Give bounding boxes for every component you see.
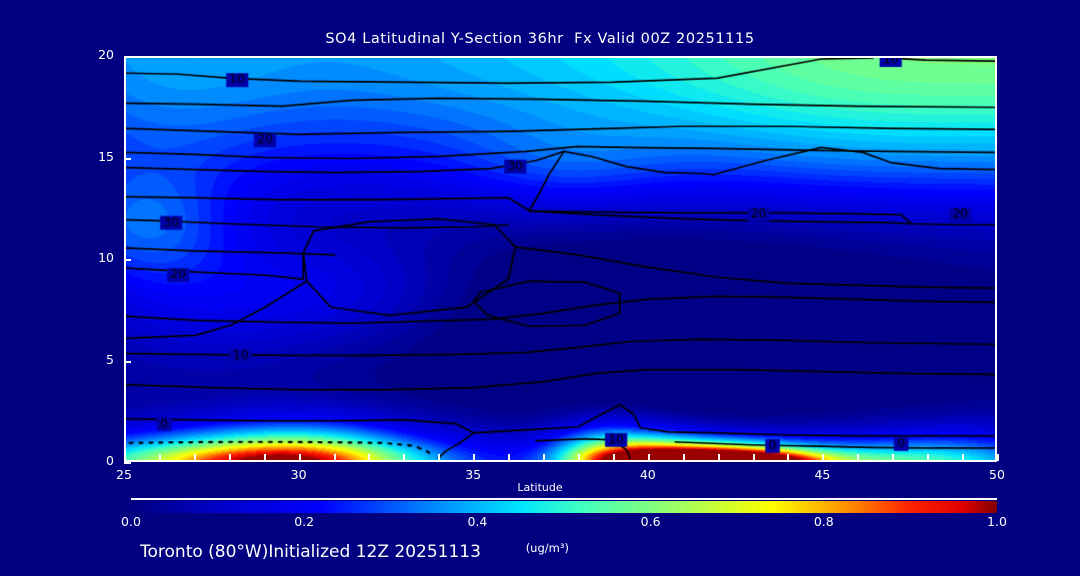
x-axis-label: Latitude [517,481,563,494]
colorbar-tick-label: 0.4 [467,514,488,529]
y-axis-tick-label: 0 [106,453,114,468]
x-axis-minor-tick [717,454,720,461]
y-axis-tick-label: 10 [98,250,114,265]
x-axis-minor-tick [577,454,580,461]
x-axis-minor-tick [438,454,441,461]
x-axis-minor-tick [333,454,336,461]
cross-section-canvas [126,58,995,460]
colorbar-tick-label: 0.6 [640,514,661,529]
x-axis-minor-tick [647,454,650,461]
x-axis-minor-tick [298,454,301,461]
x-axis-minor-tick [892,454,895,461]
x-axis-minor-tick [857,454,860,461]
x-axis-tick-label: 30 [290,467,307,482]
x-axis-minor-tick [508,454,511,461]
x-axis-minor-tick [927,454,930,461]
y-axis-tick-mark [124,462,131,464]
colorbar-top-rule [131,498,997,500]
colorbar-tick-label: 0.8 [813,514,834,529]
colorbar-unit-text: (ug/m³) [525,541,569,555]
x-axis-minor-tick [473,454,476,461]
y-axis-label: Altitude (km) [0,106,1,188]
x-axis-minor-tick [158,454,161,461]
x-axis-minor-tick [228,454,231,461]
colorbar[interactable] [131,501,997,513]
x-axis-minor-tick [752,454,755,461]
x-axis-minor-tick [368,454,371,461]
colorbar-tick-label: 1.0 [987,514,1007,529]
x-axis-minor-tick [997,454,999,461]
y-axis-tick-label: 15 [98,148,114,164]
x-axis-minor-tick [193,454,196,461]
figure-caption: Toronto (80°W)Initialized 12Z 20251113 [140,542,481,562]
y-axis-tick-mark [124,360,131,363]
colorbar-unit-label: (ug/m³) [0,527,1080,569]
x-axis-minor-tick [403,454,406,461]
x-axis-tick-label: 25 [116,467,132,482]
contour-fill-canvas-wrap [126,58,995,460]
colorbar-tick-label: 0.0 [121,514,141,529]
x-axis-minor-tick [822,454,825,461]
x-axis-minor-tick [543,454,546,461]
y-axis-tick-mark [124,157,131,160]
colorbar-tick-label: 0.2 [294,514,315,529]
chart-title: SO4 Latitudinal Y-Section 36hr Fx Valid … [325,31,755,47]
x-axis-minor-tick [612,454,615,461]
x-axis-minor-tick [962,454,965,461]
x-axis-tick-label: 50 [989,467,1005,482]
x-axis-tick-label: 40 [639,467,656,482]
x-axis-minor-tick [787,454,790,461]
y-axis-tick-mark [124,56,131,58]
x-axis-tick-label: 45 [814,467,831,482]
x-axis-tick-label: 35 [465,467,482,482]
y-axis-tick-label: 20 [98,47,114,62]
x-axis-minor-tick [682,454,685,461]
y-axis-tick-mark [124,259,131,261]
x-axis-minor-tick [124,454,126,461]
plot-area [124,56,997,462]
x-axis-minor-tick [263,454,266,461]
y-axis-tick-label: 5 [106,351,114,367]
